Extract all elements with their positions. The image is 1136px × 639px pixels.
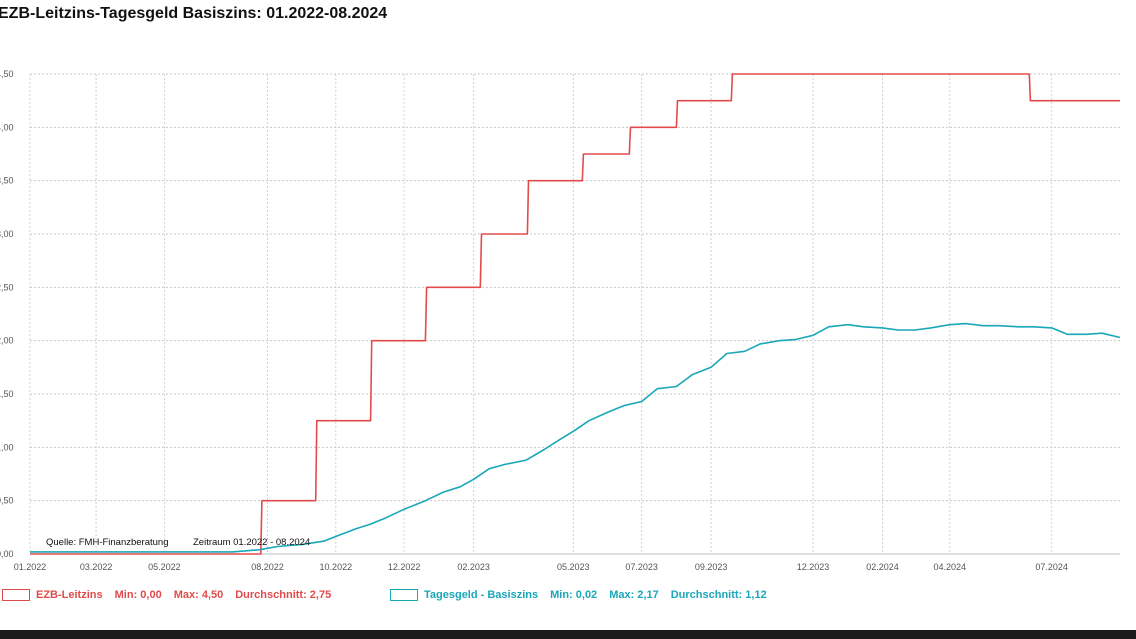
- x-tick-label: 05.2022: [148, 562, 181, 572]
- legend-min-ezb: Min: 0,00: [114, 589, 162, 601]
- legend-item-ezb[interactable]: EZB-Leitzins Min: 0,00 Max: 4,50 Durchsc…: [2, 587, 343, 603]
- y-tick-label: 0,50: [0, 496, 14, 506]
- x-tick-label: 03.2022: [80, 562, 113, 572]
- x-tick-label: 10.2022: [320, 562, 353, 572]
- bottom-bar: [0, 630, 1136, 639]
- chart-title: EZB-Leitzins-Tagesgeld Basiszins: 01.202…: [0, 5, 388, 22]
- x-tick-label: 07.2024: [1035, 562, 1068, 572]
- series-line-ezb-leitzins: [30, 73, 1120, 555]
- y-tick-label: 2,00: [0, 336, 14, 346]
- y-tick-label: 4,50: [0, 69, 14, 79]
- legend-item-tagesgeld[interactable]: Tagesgeld - Basiszins Min: 0,02 Max: 2,1…: [390, 587, 779, 603]
- y-tick-label: 0,00: [0, 549, 14, 559]
- x-tick-label: 07.2023: [625, 562, 658, 572]
- grid: [29, 73, 1120, 555]
- legend-swatch-tagesgeld: [390, 589, 418, 601]
- x-tick-label: 09.2023: [695, 562, 728, 572]
- x-axis-ticks: 01.2022 03.2022 05.2022 08.2022 10.2022 12.20…: [14, 562, 1068, 572]
- x-tick-label: 01.2022: [14, 562, 47, 572]
- x-tick-label: 08.2022: [251, 562, 284, 572]
- y-axis-ticks: 0,00 0,50 1,00 1,50 2,00 2,50 3,00 3,50 4,00 4,50: [0, 69, 14, 559]
- x-tick-label: 05.2023: [557, 562, 590, 572]
- legend-avg-tagesgeld: Durchschnitt: 1,12: [670, 589, 767, 601]
- series-lines: [30, 73, 1121, 555]
- legend-avg-ezb: Durchschnitt: 2,75: [235, 589, 332, 601]
- y-tick-label: 3,50: [0, 176, 14, 186]
- legend-label-tagesgeld: Tagesgeld - Basiszins: [424, 589, 539, 601]
- y-tick-label: 4,00: [0, 122, 14, 132]
- x-tick-label: 12.2022: [388, 562, 421, 572]
- y-tick-label: 3,00: [0, 229, 14, 239]
- y-tick-label: 1,50: [0, 389, 14, 399]
- x-tick-label: 02.2024: [866, 562, 899, 572]
- legend-min-tagesgeld: Min: 0,02: [550, 589, 598, 601]
- legend-max-tagesgeld: Max: 2,17: [609, 589, 659, 601]
- period-annotation: Zeitraum 01.2022 - 08.2024: [193, 537, 310, 548]
- x-tick-label: 04.2024: [933, 562, 966, 572]
- legend-swatch-ezb: [2, 589, 30, 601]
- y-tick-label: 1,00: [0, 442, 14, 452]
- source-annotation: Quelle: FMH-Finanzberatung: [46, 537, 169, 548]
- series-line-tagesgeld: [30, 322, 1121, 553]
- legend-label-ezb: EZB-Leitzins: [36, 589, 103, 601]
- line-chart: 0,00 0,50 1,00 1,50 2,00 2,50 3,00 3,50 4,00 4,50…: [0, 69, 1121, 572]
- y-tick-label: 2,50: [0, 282, 14, 292]
- legend-max-ezb: Max: 4,50: [173, 589, 224, 601]
- x-tick-label: 12.2023: [797, 562, 830, 572]
- x-tick-label: 02.2023: [457, 562, 490, 572]
